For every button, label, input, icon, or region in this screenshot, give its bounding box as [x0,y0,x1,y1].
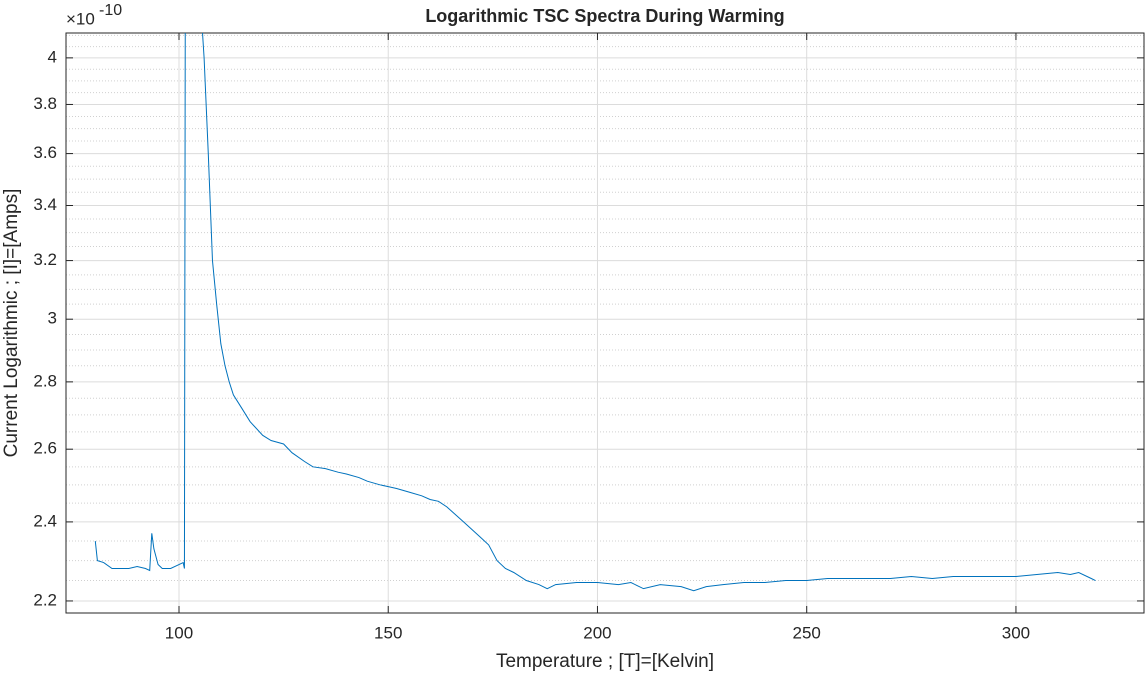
y-tick-label: 3 [48,309,57,328]
axes-box [65,32,1145,614]
y-multiplier-exponent: -10 [99,2,122,19]
y-tick-label: 4 [48,47,57,66]
data-line [94,33,1096,592]
x-tick-label: 300 [1002,623,1030,642]
x-tick-label: 250 [793,623,821,642]
x-tick-label: 200 [583,623,611,642]
y-multiplier: ×10 [66,9,95,28]
plot-clip-group [94,33,1096,592]
x-tick-label: 100 [165,623,193,642]
y-tick-label: 3.4 [33,195,57,214]
y-tick-label: 2.2 [33,590,57,609]
x-axis-label: Temperature ; [T]=[Kelvin] [496,651,714,672]
y-tick-label: 2.8 [33,371,57,390]
plot-area [66,33,1144,613]
y-tick-label: 3.6 [33,143,57,162]
y-tick-label: 2.6 [33,439,57,458]
y-tick-label: 3.2 [33,250,57,269]
chart-title: Logarithmic TSC Spectra During Warming [425,6,784,26]
y-tick-label: 2.4 [33,511,57,530]
x-tick-label: 150 [374,623,402,642]
y-axis-label: Current Logarithmic ; [I]=[Amps] [1,189,22,458]
y-tick-label: 3.8 [33,94,57,113]
